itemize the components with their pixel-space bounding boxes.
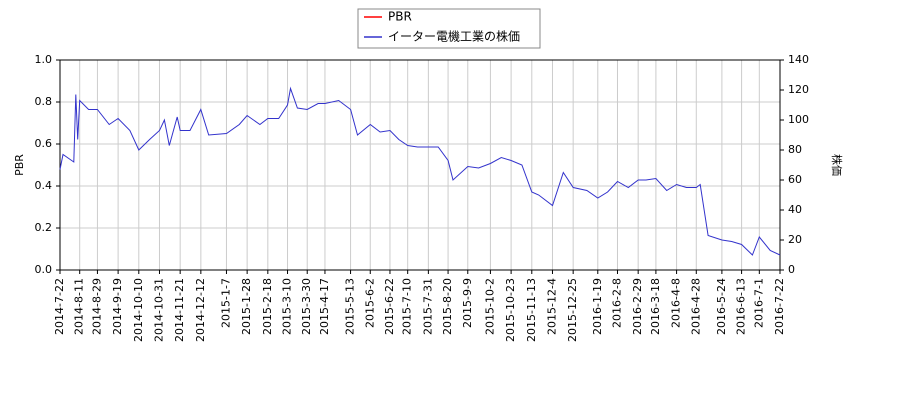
y2-tick-label: 100	[788, 113, 809, 126]
x-tick-label: 2014-12-12	[194, 278, 207, 342]
x-tick-label: 2015-12-4	[545, 278, 558, 335]
y2-tick-label: 20	[788, 233, 802, 246]
x-tick-label: 2015-2-18	[261, 278, 274, 335]
legend-label: イーター電機工業の株価	[388, 29, 520, 44]
y-tick-label: 0.0	[35, 263, 53, 276]
y2-tick-label: 60	[788, 173, 802, 186]
y2-tick-label: 120	[788, 83, 809, 96]
x-tick-label: 2015-3-10	[281, 278, 294, 335]
x-tick-label: 2014-8-11	[73, 278, 86, 335]
x-tick-label: 2015-7-31	[421, 278, 434, 335]
x-tick-label: 2015-6-22	[383, 278, 396, 335]
x-tick-label: 2016-7-1	[752, 278, 765, 328]
x-tick-label: 2014-11-21	[173, 278, 186, 342]
x-tick-label: 2015-4-17	[318, 278, 331, 335]
x-tick-label: 2016-6-13	[735, 278, 748, 335]
x-tick-label: 2016-2-8	[610, 278, 623, 328]
plot-border	[59, 59, 781, 271]
y-tick-label: 0.4	[35, 179, 53, 192]
x-tick-label: 2015-11-13	[525, 278, 538, 342]
y2-tick-label: 140	[788, 53, 809, 66]
x-tick-label: 2016-5-24	[715, 278, 728, 335]
x-tick-label: 2015-1-7	[219, 278, 232, 328]
x-tick-label: 2014-8-29	[90, 278, 103, 335]
x-tick-label: 2015-8-20	[441, 278, 454, 335]
x-tick-label: 2016-7-22	[773, 278, 786, 335]
y2-tick-label: 80	[788, 143, 802, 156]
x-tick-label: 2015-9-9	[461, 278, 474, 328]
y-tick-label: 0.6	[35, 137, 53, 150]
x-tick-label: 2014-10-10	[132, 278, 145, 342]
x-tick-label: 2015-1-28	[240, 278, 253, 335]
x-tick-label: 2015-10-23	[504, 278, 517, 342]
x-tick-label: 2016-2-29	[631, 278, 644, 335]
plot-area	[59, 59, 781, 271]
x-tick-label: 2014-9-19	[111, 278, 124, 335]
x-tick-label: 2014-7-22	[53, 278, 66, 335]
y2-tick-label: 0	[788, 263, 795, 276]
x-tick-label: 2015-10-2	[483, 278, 496, 335]
x-tick-label: 2015-6-2	[363, 278, 376, 328]
legend	[357, 8, 541, 49]
y-tick-label: 0.8	[35, 95, 53, 108]
x-tick-label: 2014-10-31	[152, 278, 165, 342]
legend-label: PBR	[388, 10, 412, 24]
y2-tick-label: 40	[788, 203, 802, 216]
x-tick-label: 2015-3-30	[300, 278, 313, 335]
y-tick-label: 0.2	[35, 221, 53, 234]
x-tick-label: 2016-4-28	[689, 278, 702, 335]
x-tick-label: 2015-5-13	[344, 278, 357, 335]
series-line	[59, 86, 781, 256]
x-tick-label: 2016-1-19	[591, 278, 604, 335]
x-tick-label: 2016-4-8	[670, 278, 683, 328]
y-tick-label: 1.0	[35, 53, 53, 66]
x-tick-label: 2015-7-10	[401, 278, 414, 335]
y2-axis-label: 株価	[830, 154, 844, 176]
x-tick-label: 2015-12-25	[566, 278, 579, 342]
x-tick-label: 2016-3-18	[649, 278, 662, 335]
y-axis-label: PBR	[13, 154, 26, 176]
